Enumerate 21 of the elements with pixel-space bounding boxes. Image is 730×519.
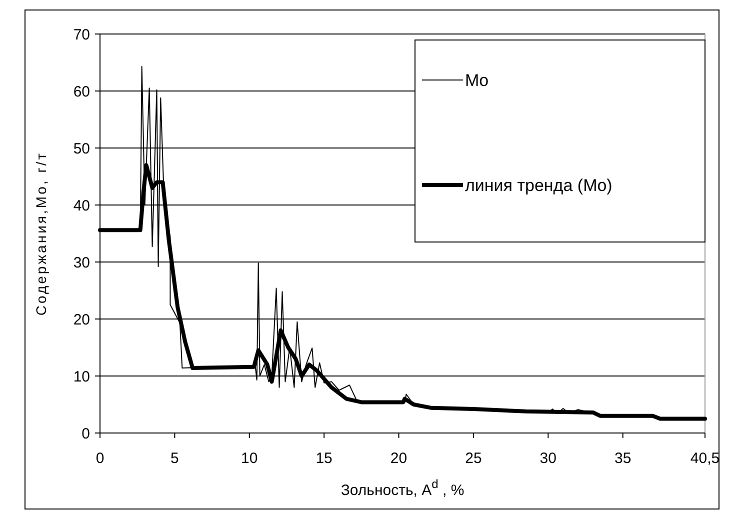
x-tick-label: 25 [465,450,482,467]
y-tick-label: 50 [73,140,90,158]
y-tick-label: 0 [82,425,90,442]
x-tick-label: 5 [170,450,179,467]
legend-label: Mo [465,70,489,90]
y-tick-label: 40 [73,197,90,214]
x-axis-title: Зольность, A$^{d}$ , % [340,477,464,499]
x-tick-label: 15 [316,450,332,467]
x-tick-label: 10 [241,450,258,467]
y-tick-label: 70 [73,26,90,44]
y-tick-label: 20 [73,311,90,328]
legend-label: линия тренда (Mo) [465,176,612,195]
x-tick-label: 20 [390,450,408,467]
y-tick-label: 30 [73,254,90,272]
x-tick-label: 30 [540,450,556,467]
y-tick-label: 60 [73,83,90,100]
y-tick-label: 10 [73,368,90,386]
x-tick-label: 0 [96,450,104,467]
x-tick-label: 40,5 [690,450,720,467]
x-tick-label: 35 [614,450,632,467]
y-axis-title: Содержания,Мо, г/т [33,151,49,316]
